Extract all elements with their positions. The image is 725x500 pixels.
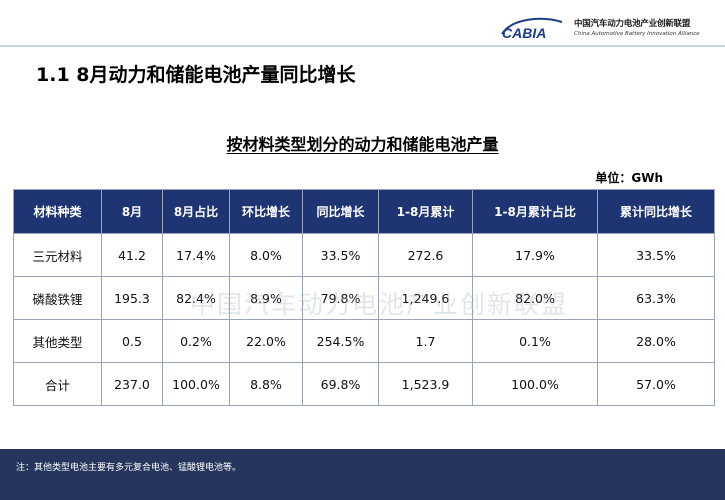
table-cell: 33.5%: [302, 233, 379, 277]
table-title-wrap: 按材料类型划分的动力和储能电池产量: [0, 131, 725, 155]
column-header: 8月占比: [162, 189, 230, 234]
table-cell: 17.4%: [162, 233, 230, 277]
table-row: 其他类型 0.5 0.2% 22.0% 254.5% 1.7 0.1% 28.0…: [13, 319, 715, 363]
table-cell: 22.0%: [229, 319, 303, 363]
table-cell: 磷酸铁锂: [13, 276, 102, 320]
table-cell: 82.0%: [472, 276, 598, 320]
table-cell: 0.2%: [162, 319, 230, 363]
table-cell: 69.8%: [302, 362, 379, 406]
footer-bar: 注：其他类型电池主要有多元复合电池、锰酸锂电池等。: [0, 449, 725, 500]
column-header: 同比增长: [302, 189, 379, 234]
alliance-logo: CABIA 中国汽车动力电池产业创新联盟 China Automotive Ba…: [498, 12, 722, 46]
table-cell: 8.0%: [229, 233, 303, 277]
table-cell: 33.5%: [597, 233, 715, 277]
table-cell: 1.7: [378, 319, 473, 363]
table-cell: 合计: [13, 362, 102, 406]
table-cell: 100.0%: [162, 362, 230, 406]
column-header: 材料种类: [13, 189, 102, 234]
table-row: 磷酸铁锂 195.3 82.4% 8.9% 79.8% 1,249.6 82.0…: [13, 276, 715, 320]
table-cell: 195.3: [101, 276, 163, 320]
table-cell: 63.3%: [597, 276, 715, 320]
table-cell: 三元材料: [13, 233, 102, 277]
table-cell: 8.8%: [229, 362, 303, 406]
table-cell: 79.8%: [302, 276, 379, 320]
logo-chinese-name: 中国汽车动力电池产业创新联盟: [574, 19, 691, 29]
cabia-logo-icon: CABIA: [501, 17, 563, 41]
table-row-total: 合计 237.0 100.0% 8.8% 69.8% 1,523.9 100.0…: [13, 362, 715, 406]
table-cell: 其他类型: [13, 319, 102, 363]
table-cell: 0.1%: [472, 319, 598, 363]
table-title: 按材料类型划分的动力和储能电池产量: [226, 135, 499, 154]
table-cell: 272.6: [378, 233, 473, 277]
table-cell: 8.9%: [229, 276, 303, 320]
column-header: 8月: [101, 189, 163, 234]
table-header-row: 材料种类 8月 8月占比 环比增长 同比增长 1-8月累计 1-8月累计占比 累…: [13, 189, 715, 234]
column-header: 1-8月累计占比: [472, 189, 598, 234]
table-cell: 57.0%: [597, 362, 715, 406]
table-cell: 254.5%: [302, 319, 379, 363]
table-cell: 82.4%: [162, 276, 230, 320]
production-table: 材料种类 8月 8月占比 环比增长 同比增长 1-8月累计 1-8月累计占比 累…: [13, 189, 715, 406]
logo-english-name: China Automotive Battery Innovation Alli…: [574, 31, 700, 37]
table-cell: 28.0%: [597, 319, 715, 363]
table-cell: 0.5: [101, 319, 163, 363]
footer-note: 注：其他类型电池主要有多元复合电池、锰酸锂电池等。: [16, 463, 242, 473]
table-cell: 1,523.9: [378, 362, 473, 406]
table-cell: 100.0%: [472, 362, 598, 406]
table-cell: 1,249.6: [378, 276, 473, 320]
table-cell: 17.9%: [472, 233, 598, 277]
page-title: 1.1 8月动力和储能电池产量同比增长: [36, 64, 356, 86]
svg-text:CABIA: CABIA: [502, 25, 546, 41]
header-divider: [0, 45, 725, 47]
table-cell: 41.2: [101, 233, 163, 277]
unit-label: 单位：GWh: [595, 171, 663, 185]
column-header: 1-8月累计: [378, 189, 473, 234]
table-row: 三元材料 41.2 17.4% 8.0% 33.5% 272.6 17.9% 3…: [13, 233, 715, 277]
column-header: 环比增长: [229, 189, 303, 234]
table-cell: 237.0: [101, 362, 163, 406]
column-header: 累计同比增长: [597, 189, 715, 234]
